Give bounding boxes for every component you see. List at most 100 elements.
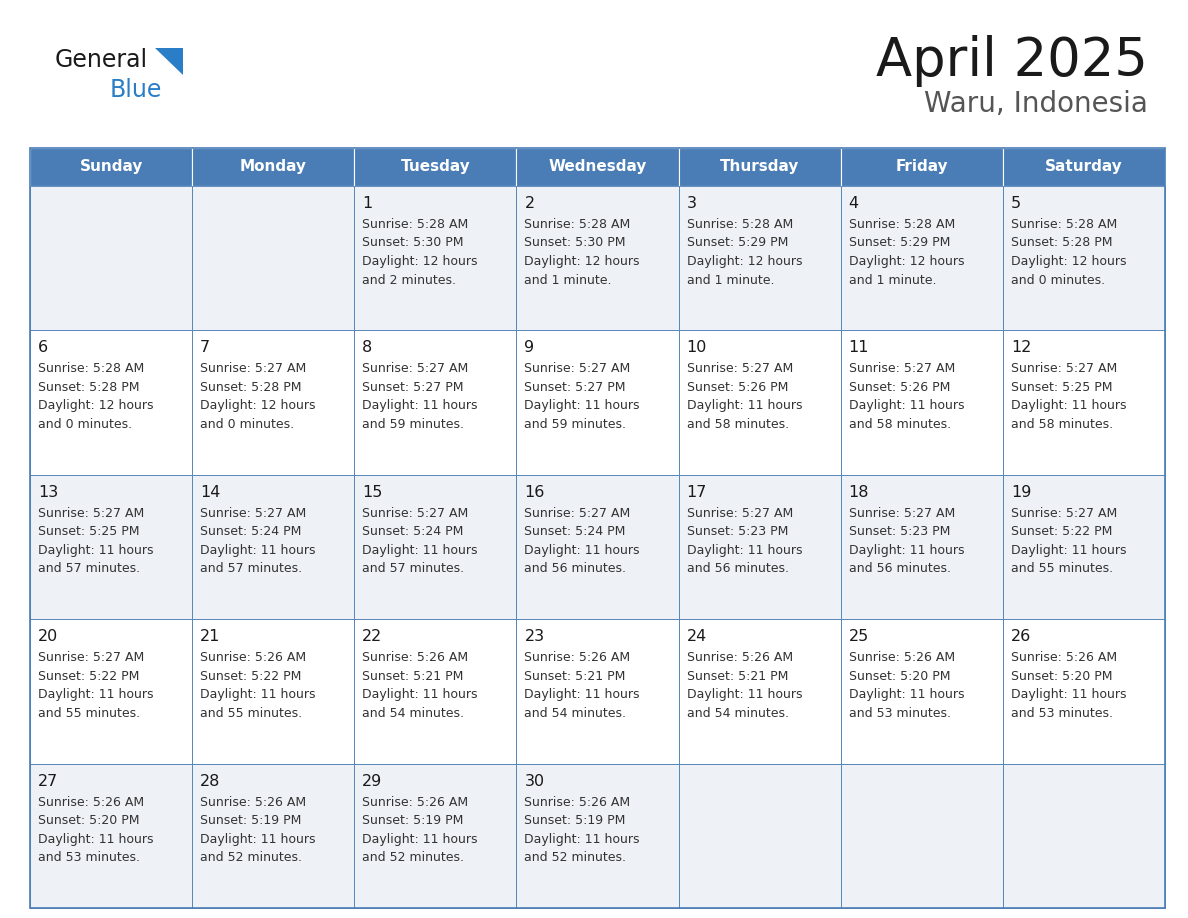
FancyBboxPatch shape <box>354 330 517 475</box>
FancyBboxPatch shape <box>1003 764 1165 908</box>
Text: and 0 minutes.: and 0 minutes. <box>38 418 132 431</box>
FancyBboxPatch shape <box>1003 330 1165 475</box>
Text: Daylight: 12 hours: Daylight: 12 hours <box>687 255 802 268</box>
FancyBboxPatch shape <box>517 620 678 764</box>
Text: 20: 20 <box>38 629 58 644</box>
FancyBboxPatch shape <box>192 620 354 764</box>
Text: Daylight: 11 hours: Daylight: 11 hours <box>848 688 965 701</box>
Text: Sunset: 5:19 PM: Sunset: 5:19 PM <box>362 814 463 827</box>
Text: Sunrise: 5:27 AM: Sunrise: 5:27 AM <box>362 507 468 520</box>
Text: Daylight: 11 hours: Daylight: 11 hours <box>200 688 316 701</box>
Text: Daylight: 12 hours: Daylight: 12 hours <box>38 399 153 412</box>
Text: Sunrise: 5:26 AM: Sunrise: 5:26 AM <box>200 796 307 809</box>
FancyBboxPatch shape <box>354 186 517 330</box>
Text: Sunrise: 5:27 AM: Sunrise: 5:27 AM <box>848 507 955 520</box>
FancyBboxPatch shape <box>841 148 1003 186</box>
Text: Sunset: 5:21 PM: Sunset: 5:21 PM <box>524 670 626 683</box>
Text: Daylight: 11 hours: Daylight: 11 hours <box>524 688 640 701</box>
Text: Sunset: 5:19 PM: Sunset: 5:19 PM <box>524 814 626 827</box>
FancyBboxPatch shape <box>354 475 517 620</box>
FancyBboxPatch shape <box>678 148 841 186</box>
Text: Daylight: 11 hours: Daylight: 11 hours <box>38 833 153 845</box>
Text: Sunset: 5:26 PM: Sunset: 5:26 PM <box>848 381 950 394</box>
Text: Friday: Friday <box>896 160 948 174</box>
Text: and 56 minutes.: and 56 minutes. <box>524 563 626 576</box>
Text: Sunset: 5:27 PM: Sunset: 5:27 PM <box>362 381 463 394</box>
Text: Saturday: Saturday <box>1045 160 1123 174</box>
FancyBboxPatch shape <box>1003 186 1165 330</box>
Text: Sunrise: 5:26 AM: Sunrise: 5:26 AM <box>362 651 468 665</box>
FancyBboxPatch shape <box>1003 148 1165 186</box>
Text: and 55 minutes.: and 55 minutes. <box>38 707 140 720</box>
Text: Daylight: 11 hours: Daylight: 11 hours <box>524 833 640 845</box>
Text: and 0 minutes.: and 0 minutes. <box>1011 274 1105 286</box>
Text: Sunrise: 5:27 AM: Sunrise: 5:27 AM <box>38 651 144 665</box>
Text: and 58 minutes.: and 58 minutes. <box>848 418 950 431</box>
Text: 16: 16 <box>524 485 545 499</box>
FancyBboxPatch shape <box>678 620 841 764</box>
FancyBboxPatch shape <box>192 148 354 186</box>
Text: Daylight: 12 hours: Daylight: 12 hours <box>1011 255 1126 268</box>
Text: 23: 23 <box>524 629 544 644</box>
Text: and 53 minutes.: and 53 minutes. <box>1011 707 1113 720</box>
FancyBboxPatch shape <box>30 475 192 620</box>
FancyBboxPatch shape <box>30 330 192 475</box>
Text: Sunrise: 5:26 AM: Sunrise: 5:26 AM <box>362 796 468 809</box>
Text: Sunset: 5:24 PM: Sunset: 5:24 PM <box>200 525 302 538</box>
Text: Sunrise: 5:27 AM: Sunrise: 5:27 AM <box>200 363 307 375</box>
Text: Daylight: 11 hours: Daylight: 11 hours <box>848 543 965 557</box>
Text: Tuesday: Tuesday <box>400 160 470 174</box>
Text: Daylight: 11 hours: Daylight: 11 hours <box>38 688 153 701</box>
Text: Waru, Indonesia: Waru, Indonesia <box>924 90 1148 118</box>
FancyBboxPatch shape <box>841 764 1003 908</box>
Text: Sunset: 5:29 PM: Sunset: 5:29 PM <box>848 237 950 250</box>
Text: Daylight: 11 hours: Daylight: 11 hours <box>1011 399 1126 412</box>
FancyBboxPatch shape <box>678 475 841 620</box>
Text: Sunset: 5:19 PM: Sunset: 5:19 PM <box>200 814 302 827</box>
Text: Sunset: 5:21 PM: Sunset: 5:21 PM <box>362 670 463 683</box>
FancyBboxPatch shape <box>517 330 678 475</box>
Text: Sunrise: 5:26 AM: Sunrise: 5:26 AM <box>848 651 955 665</box>
Text: Sunrise: 5:27 AM: Sunrise: 5:27 AM <box>1011 363 1117 375</box>
FancyBboxPatch shape <box>30 186 192 330</box>
Text: Sunset: 5:20 PM: Sunset: 5:20 PM <box>1011 670 1112 683</box>
Text: Daylight: 11 hours: Daylight: 11 hours <box>362 399 478 412</box>
Text: 2: 2 <box>524 196 535 211</box>
Text: Daylight: 12 hours: Daylight: 12 hours <box>524 255 640 268</box>
Text: 6: 6 <box>38 341 49 355</box>
Text: Monday: Monday <box>240 160 307 174</box>
FancyBboxPatch shape <box>192 330 354 475</box>
Text: Daylight: 11 hours: Daylight: 11 hours <box>362 543 478 557</box>
Text: 21: 21 <box>200 629 221 644</box>
Text: Sunset: 5:30 PM: Sunset: 5:30 PM <box>524 237 626 250</box>
Text: and 53 minutes.: and 53 minutes. <box>38 851 140 864</box>
Text: Daylight: 11 hours: Daylight: 11 hours <box>687 399 802 412</box>
Text: Daylight: 11 hours: Daylight: 11 hours <box>362 688 478 701</box>
Text: 29: 29 <box>362 774 383 789</box>
Text: Sunrise: 5:28 AM: Sunrise: 5:28 AM <box>687 218 792 231</box>
Text: Daylight: 12 hours: Daylight: 12 hours <box>848 255 965 268</box>
Text: Sunrise: 5:27 AM: Sunrise: 5:27 AM <box>848 363 955 375</box>
Text: Sunrise: 5:26 AM: Sunrise: 5:26 AM <box>524 796 631 809</box>
Text: Sunrise: 5:27 AM: Sunrise: 5:27 AM <box>687 507 792 520</box>
Text: Daylight: 11 hours: Daylight: 11 hours <box>200 833 316 845</box>
Text: and 59 minutes.: and 59 minutes. <box>362 418 465 431</box>
Text: Sunset: 5:22 PM: Sunset: 5:22 PM <box>1011 525 1112 538</box>
Text: Sunset: 5:22 PM: Sunset: 5:22 PM <box>200 670 302 683</box>
FancyBboxPatch shape <box>354 620 517 764</box>
FancyBboxPatch shape <box>192 186 354 330</box>
Text: and 55 minutes.: and 55 minutes. <box>200 707 302 720</box>
Text: Sunrise: 5:27 AM: Sunrise: 5:27 AM <box>1011 507 1117 520</box>
Text: Sunset: 5:25 PM: Sunset: 5:25 PM <box>38 525 139 538</box>
FancyBboxPatch shape <box>841 330 1003 475</box>
Text: Daylight: 11 hours: Daylight: 11 hours <box>687 543 802 557</box>
Text: 13: 13 <box>38 485 58 499</box>
Text: Sunrise: 5:26 AM: Sunrise: 5:26 AM <box>524 651 631 665</box>
Text: Sunrise: 5:27 AM: Sunrise: 5:27 AM <box>524 363 631 375</box>
Text: and 56 minutes.: and 56 minutes. <box>687 563 789 576</box>
FancyBboxPatch shape <box>841 475 1003 620</box>
FancyBboxPatch shape <box>192 764 354 908</box>
Text: Sunrise: 5:26 AM: Sunrise: 5:26 AM <box>200 651 307 665</box>
Text: Daylight: 11 hours: Daylight: 11 hours <box>362 833 478 845</box>
Text: 15: 15 <box>362 485 383 499</box>
